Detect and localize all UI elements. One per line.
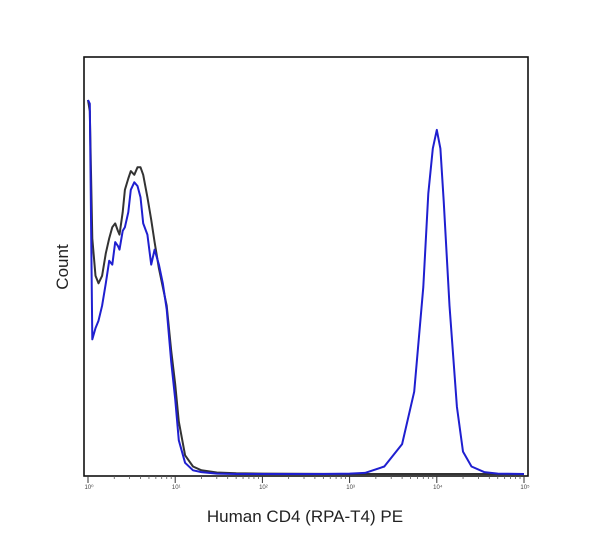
x-axis-label: Human CD4 (RPA-T4) PE [207,507,403,526]
x-tick-label: 10¹ [172,485,181,491]
x-tick-label: 10² [259,485,268,491]
x-tick-label: 10⁴ [433,484,443,491]
plot-frame [83,56,529,477]
x-tick-label: 10³ [346,485,355,491]
control-histogram-line [87,99,524,475]
y-axis-label: Count [53,244,72,290]
x-tick-label: 10⁰ [84,484,94,491]
series-layer [87,99,525,475]
x-tick-label: 10⁵ [520,484,530,491]
x-axis-ticks: 10⁰ 10¹ 10² 10³ 10⁴ 10⁵ [84,476,530,491]
stained-histogram-line [87,99,525,475]
